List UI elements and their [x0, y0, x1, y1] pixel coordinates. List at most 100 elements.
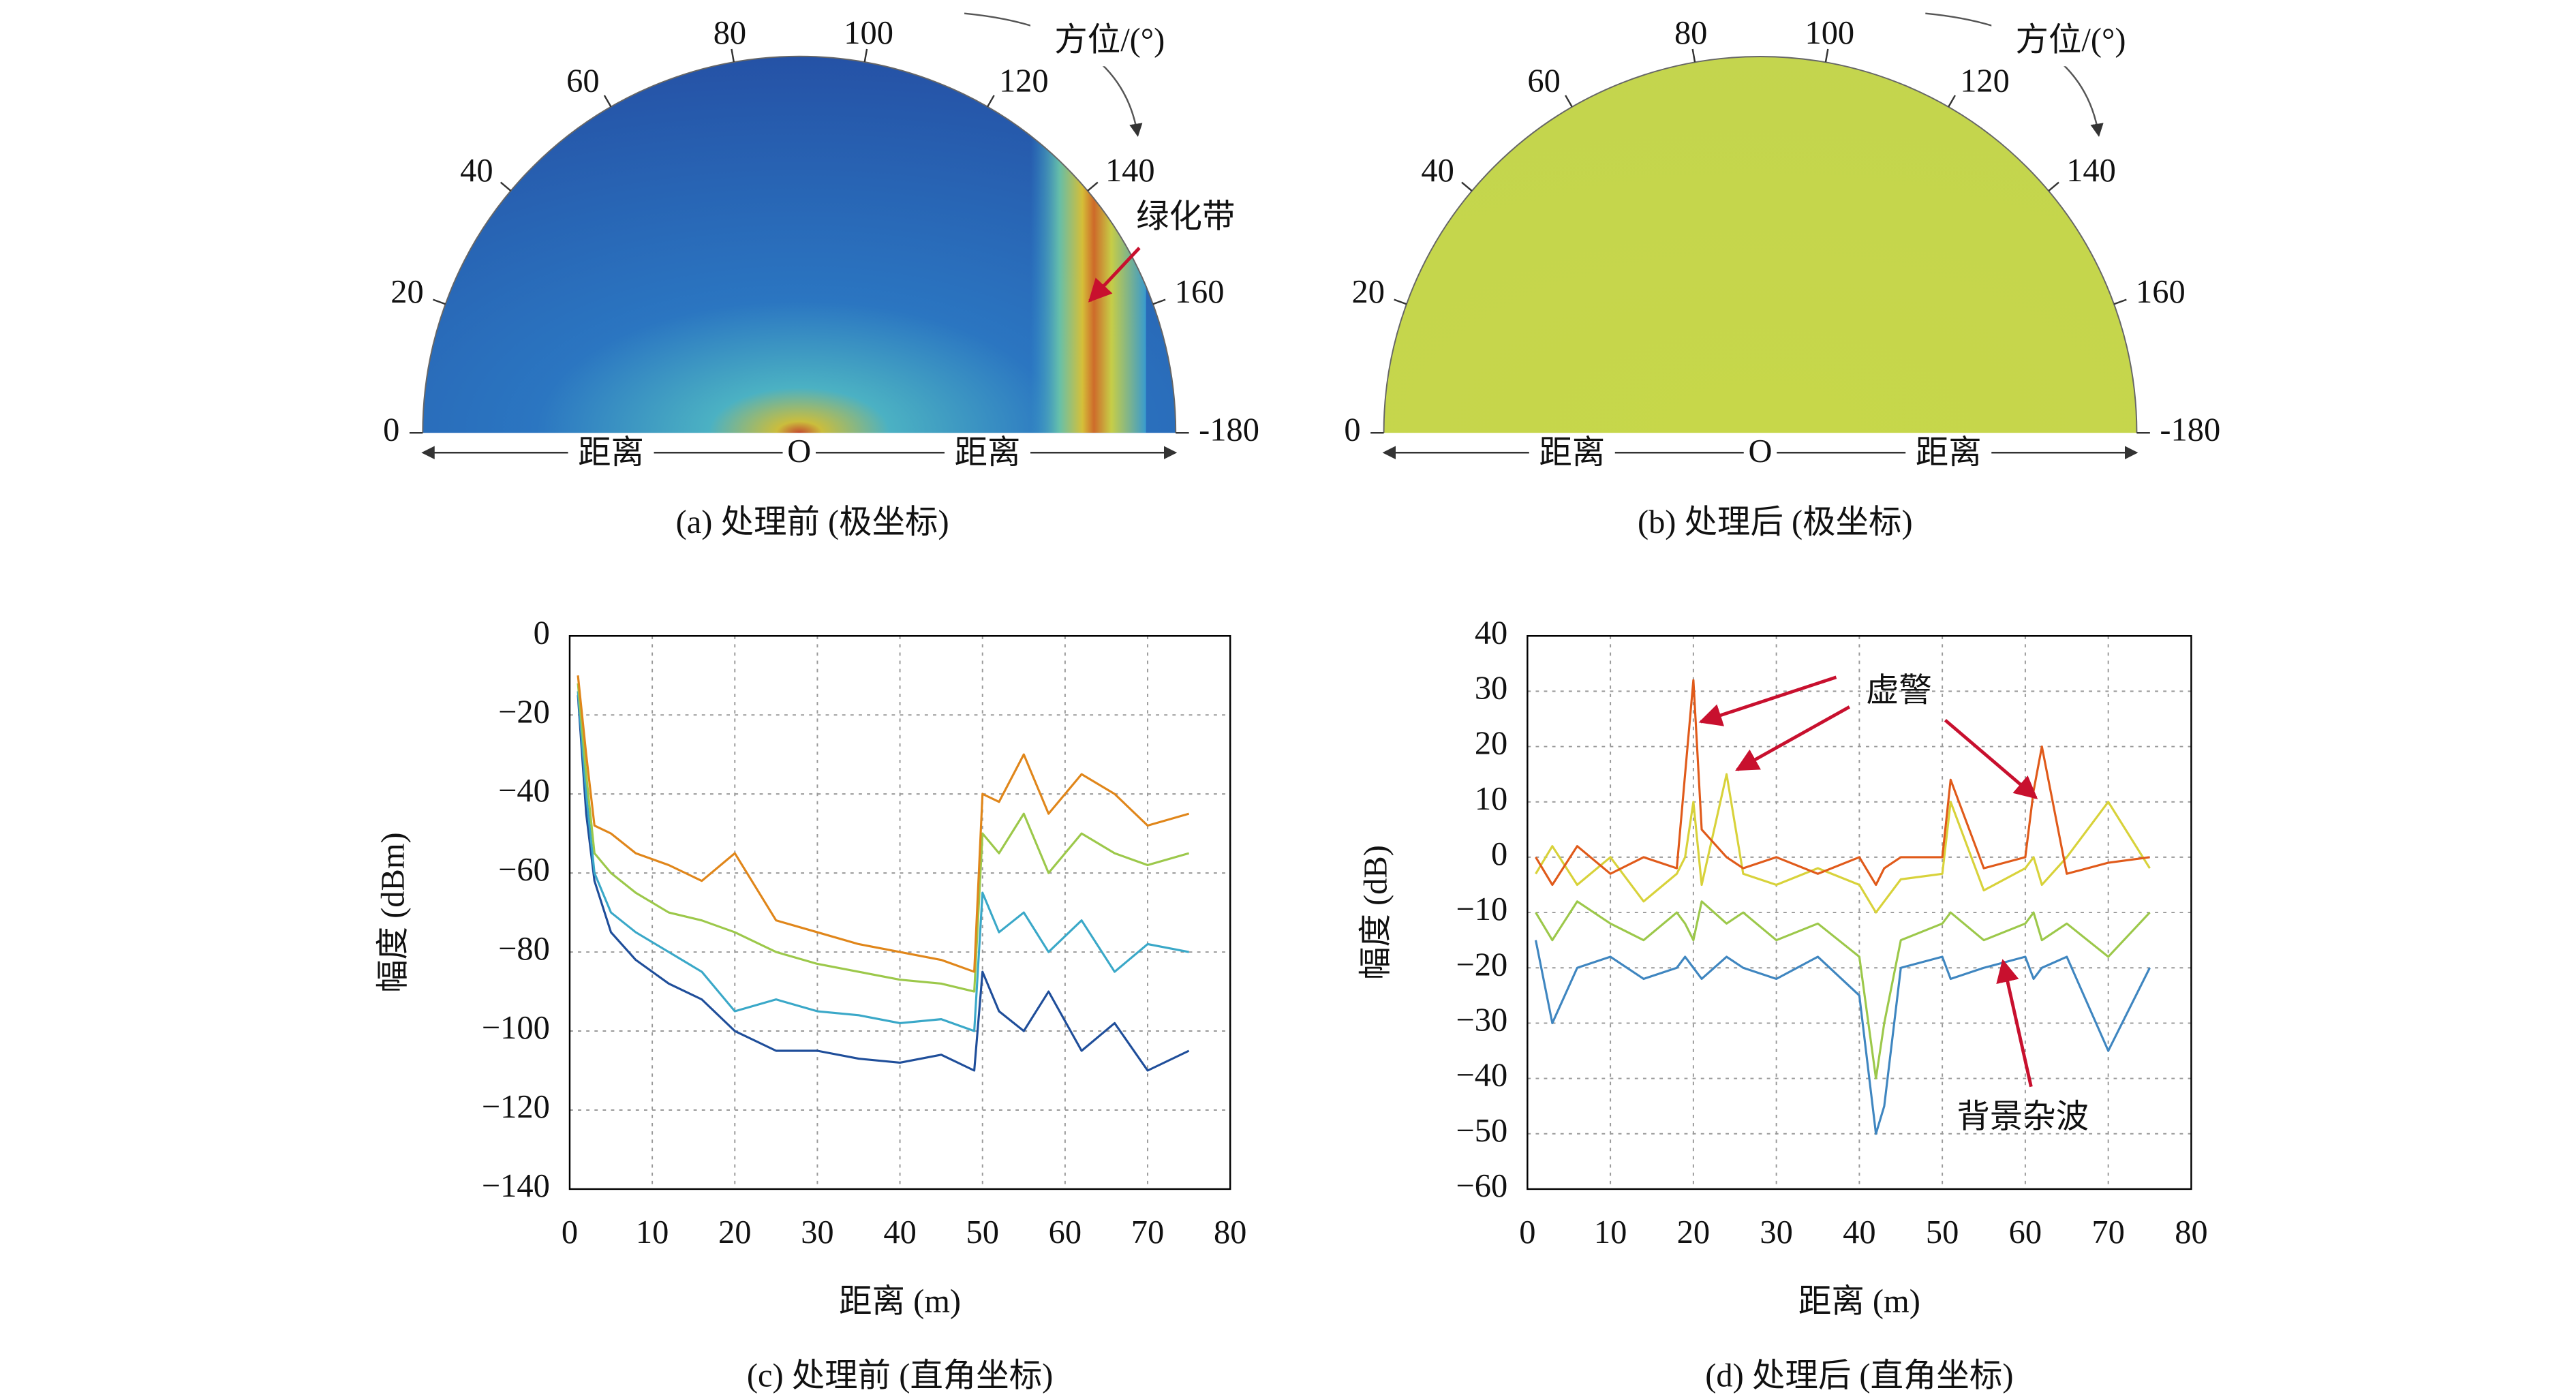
y-tick-label: 0	[1491, 836, 1507, 872]
y-tick-label: −10	[1456, 891, 1507, 927]
theta-tick-label: 60	[566, 63, 599, 99]
x-tick-label: 80	[2175, 1214, 2207, 1250]
caption: (c) 处理前 (直角坐标)	[747, 1358, 1053, 1394]
x-tick-label: 60	[1049, 1214, 1082, 1250]
x-tick-label: 20	[1677, 1214, 1710, 1250]
theta-tick	[731, 48, 735, 63]
label-bg	[1529, 434, 1615, 474]
y-tick-label: 40	[1475, 615, 1507, 651]
label-bg	[1030, 20, 1189, 67]
y-tick-label: −100	[482, 1010, 550, 1046]
x-tick-label: 10	[636, 1214, 669, 1250]
theta-tick-label: 20	[1352, 274, 1385, 310]
range-label: 距离	[1539, 435, 1605, 471]
label-bg	[1905, 434, 1992, 474]
theta-tick-label: 120	[999, 63, 1049, 99]
caption: (b) 处理后 (极坐标)	[1638, 504, 1913, 540]
theta-tick-label: 80	[714, 15, 746, 51]
annotation-arrow	[1088, 247, 1141, 303]
theta-tick-label: 100	[1805, 15, 1854, 51]
x-tick-label: 80	[1214, 1214, 1246, 1250]
x-tick-label: 40	[1843, 1214, 1875, 1250]
annotation: 背景杂波	[1957, 1098, 2089, 1135]
x-tick-label: 50	[966, 1214, 999, 1250]
polar-intensity	[423, 56, 1176, 433]
range-label: 距离	[578, 435, 644, 471]
annotation-arrow	[1698, 675, 1837, 726]
theta-tick-label: 0	[1344, 412, 1360, 448]
theta-tick-label: 160	[2136, 274, 2186, 310]
annotation: 虚警	[1866, 673, 1932, 709]
theta-tick	[500, 181, 512, 191]
series-line	[577, 691, 1189, 1032]
polar-outline	[1383, 55, 2138, 433]
caption: (a) 处理前 (极坐标)	[676, 504, 949, 540]
label-bg	[782, 436, 816, 473]
annotation-arrow	[1735, 705, 1851, 771]
y-tick-label: −50	[1456, 1113, 1507, 1149]
x-tick-label: 60	[2009, 1214, 2042, 1250]
annotation-arrow	[1944, 718, 2038, 799]
theta-tick-label: 80	[1674, 15, 1707, 51]
theta-tick	[986, 95, 995, 108]
x-axis-label: 距离 (m)	[1798, 1284, 1920, 1320]
theta-tick-label: 160	[1175, 274, 1225, 310]
y-tick-label: 30	[1475, 671, 1507, 707]
y-tick-label: −20	[1456, 947, 1507, 983]
y-tick-label: 0	[534, 615, 550, 651]
theta-tick-label: -180	[2160, 412, 2220, 448]
y-tick-label: −60	[498, 852, 550, 888]
y-axis-label: 幅度 (dBm)	[375, 832, 412, 993]
range-label: 距离	[1916, 435, 1982, 471]
x-tick-label: 20	[718, 1214, 751, 1250]
theta-tick	[2048, 181, 2059, 191]
y-tick-label: −80	[498, 931, 550, 967]
x-tick-label: 30	[801, 1214, 833, 1250]
theta-tick-label: 60	[1527, 63, 1560, 99]
x-tick-label: 10	[1594, 1214, 1627, 1250]
label-bg	[568, 434, 654, 474]
theta-tick	[1152, 298, 1166, 305]
theta-tick-label: 140	[2066, 153, 2116, 189]
x-tick-label: 0	[562, 1214, 578, 1250]
x-axis-label: 距离 (m)	[839, 1284, 961, 1320]
theta-tick	[1691, 48, 1696, 63]
theta-tick	[1565, 95, 1573, 108]
plot-frame	[1527, 635, 2192, 1190]
y-tick-label: −20	[498, 694, 550, 730]
label-bg	[945, 434, 1030, 474]
theta-tick-label: 40	[1421, 153, 1454, 189]
y-tick-label: −140	[482, 1168, 550, 1204]
series-line	[577, 675, 1190, 973]
y-tick-label: 10	[1475, 781, 1507, 817]
range-label: 距离	[955, 435, 1021, 471]
theta-tick-label: -180	[1199, 412, 1259, 448]
y-tick-label: −60	[1456, 1168, 1507, 1204]
label-bg	[1991, 20, 2150, 67]
theta-tick	[603, 95, 612, 108]
theta-tick	[1948, 95, 1956, 108]
y-tick-label: −120	[482, 1089, 550, 1125]
theta-tick-label: 120	[1960, 63, 2010, 99]
azimuth-label: 方位/(°)	[1054, 22, 1165, 58]
theta-tick	[1461, 181, 1473, 191]
center-label: O	[1749, 433, 1773, 470]
theta-tick	[1824, 48, 1829, 63]
polar-outline	[422, 55, 1177, 433]
y-tick-label: 20	[1475, 726, 1507, 762]
y-tick-label: −40	[1456, 1058, 1507, 1094]
series-line	[577, 695, 1190, 1072]
theta-tick	[2113, 298, 2127, 305]
x-tick-label: 70	[2091, 1214, 2124, 1250]
theta-tick-label: 20	[390, 274, 423, 310]
theta-tick-label: 100	[844, 15, 893, 51]
x-tick-label: 50	[1926, 1214, 1959, 1250]
polar-intensity	[1383, 56, 2137, 433]
theta-tick	[1394, 298, 1407, 305]
series-line	[1535, 679, 2150, 887]
annotation: 绿化带	[1136, 199, 1235, 235]
theta-tick-label: 40	[460, 153, 493, 189]
center-label: O	[787, 433, 811, 470]
theta-tick-label: 140	[1105, 153, 1155, 189]
